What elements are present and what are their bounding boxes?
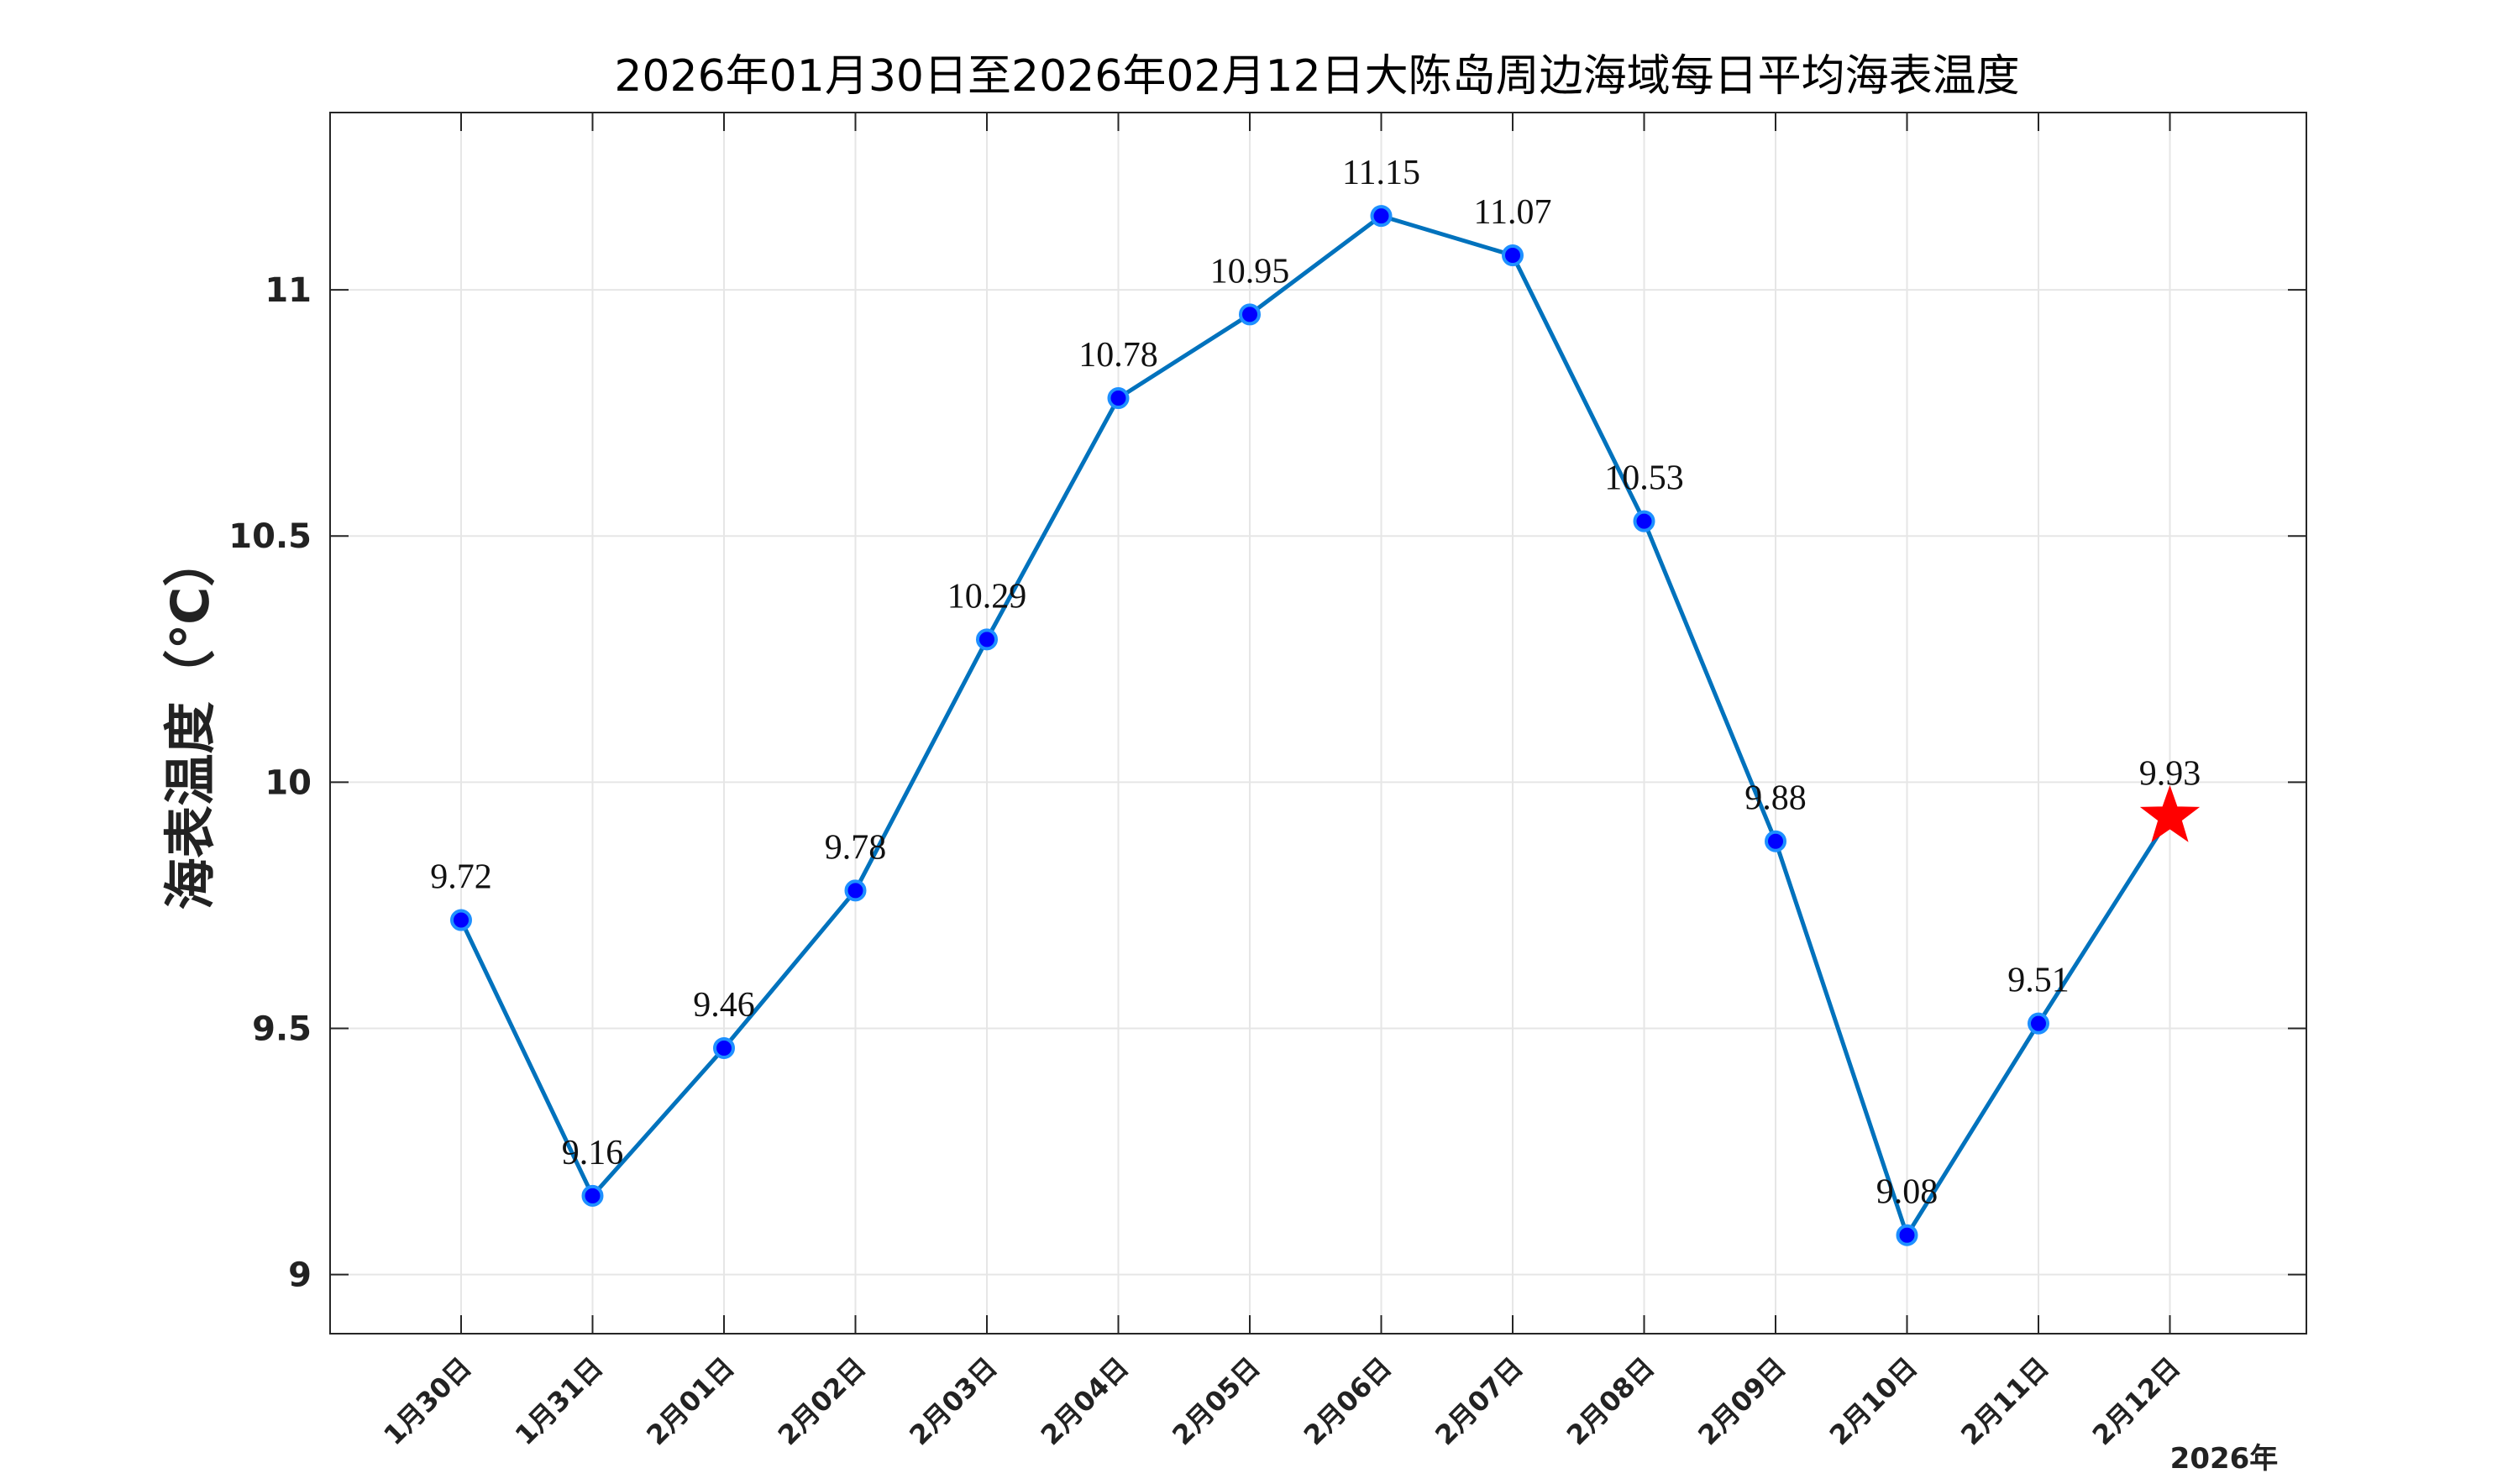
data-point <box>1633 510 1655 532</box>
plot-area <box>329 112 2307 1335</box>
x-tick-label: 2月09日 <box>1692 1351 1792 1451</box>
x-tick-label: 2月03日 <box>903 1351 1003 1451</box>
x-tick-label: 1月30日 <box>377 1351 477 1451</box>
data-labels: 9.72 9.16 9.46 9.78 10.29 10.78 10.95 11.15 11.0… <box>430 154 2201 1212</box>
data-label: 9.51 <box>2007 962 2070 1000</box>
chart-title: 2026年01月30日至2026年02月12日大陈岛周边海域每日平均海表温度 <box>614 51 2019 102</box>
data-point <box>1370 205 1393 228</box>
x-axis-year-label: 2026年 <box>2170 1442 2279 1476</box>
data-point <box>976 628 998 651</box>
data-label: 9.78 <box>825 828 887 867</box>
data-label: 9.46 <box>693 986 755 1025</box>
x-tick-labels: 1月30日 1月31日 2月01日 2月02日 2月03日 2月04日 2月05日 2月06日… <box>377 1351 2186 1451</box>
data-label: 10.53 <box>1604 459 1684 498</box>
data-point <box>2028 1012 2049 1035</box>
data-point <box>581 1184 604 1207</box>
data-label: 10.29 <box>947 577 1027 616</box>
data-point <box>844 879 867 902</box>
data-label: 11.07 <box>1474 193 1552 232</box>
y-axis-label: 海表温度（℃） <box>160 534 221 910</box>
x-tick-label: 2月02日 <box>772 1351 872 1451</box>
x-tick-label: 2月08日 <box>1561 1351 1660 1451</box>
data-point <box>1502 244 1524 267</box>
x-tick-label: 2月04日 <box>1035 1351 1135 1451</box>
data-label: 9.08 <box>1876 1173 1939 1212</box>
data-label: 10.78 <box>1078 336 1158 375</box>
y-tick-label: 9 <box>288 1256 312 1295</box>
data-label: 9.93 <box>2139 754 2201 793</box>
x-tick-label: 2月12日 <box>2086 1351 2186 1451</box>
data-point <box>1896 1224 1918 1246</box>
y-tick-label: 9.5 <box>252 1010 312 1049</box>
data-point <box>1107 387 1130 410</box>
x-tick-label: 2月07日 <box>1429 1351 1529 1451</box>
series-line <box>459 213 2172 1238</box>
x-tick-label: 2月01日 <box>640 1351 740 1451</box>
data-point-star <box>2139 784 2201 842</box>
x-tick-label: 2月11日 <box>1954 1351 2054 1451</box>
data-markers <box>450 205 2201 1246</box>
x-tick-label: 2月06日 <box>1298 1351 1398 1451</box>
data-point <box>450 909 472 931</box>
x-tick-label: 2月05日 <box>1166 1351 1266 1451</box>
data-label: 9.88 <box>1744 779 1807 818</box>
x-tick-label: 1月31日 <box>509 1351 609 1451</box>
data-label: 11.15 <box>1342 154 1420 192</box>
x-tick-label: 2月10日 <box>1823 1351 1923 1451</box>
data-label: 9.16 <box>562 1134 624 1172</box>
data-point <box>1765 830 1786 852</box>
y-tick-label: 10 <box>265 763 312 802</box>
data-label: 9.72 <box>430 858 492 897</box>
y-tick-labels: 9 9.5 10 10.5 11 <box>228 271 312 1295</box>
grid <box>330 113 2306 1334</box>
axis-ticks <box>330 113 2306 1334</box>
data-point <box>713 1036 735 1059</box>
y-tick-label: 10.5 <box>228 517 312 556</box>
data-label: 10.95 <box>1210 252 1290 291</box>
y-tick-label: 11 <box>265 271 312 310</box>
data-point <box>1239 303 1261 326</box>
